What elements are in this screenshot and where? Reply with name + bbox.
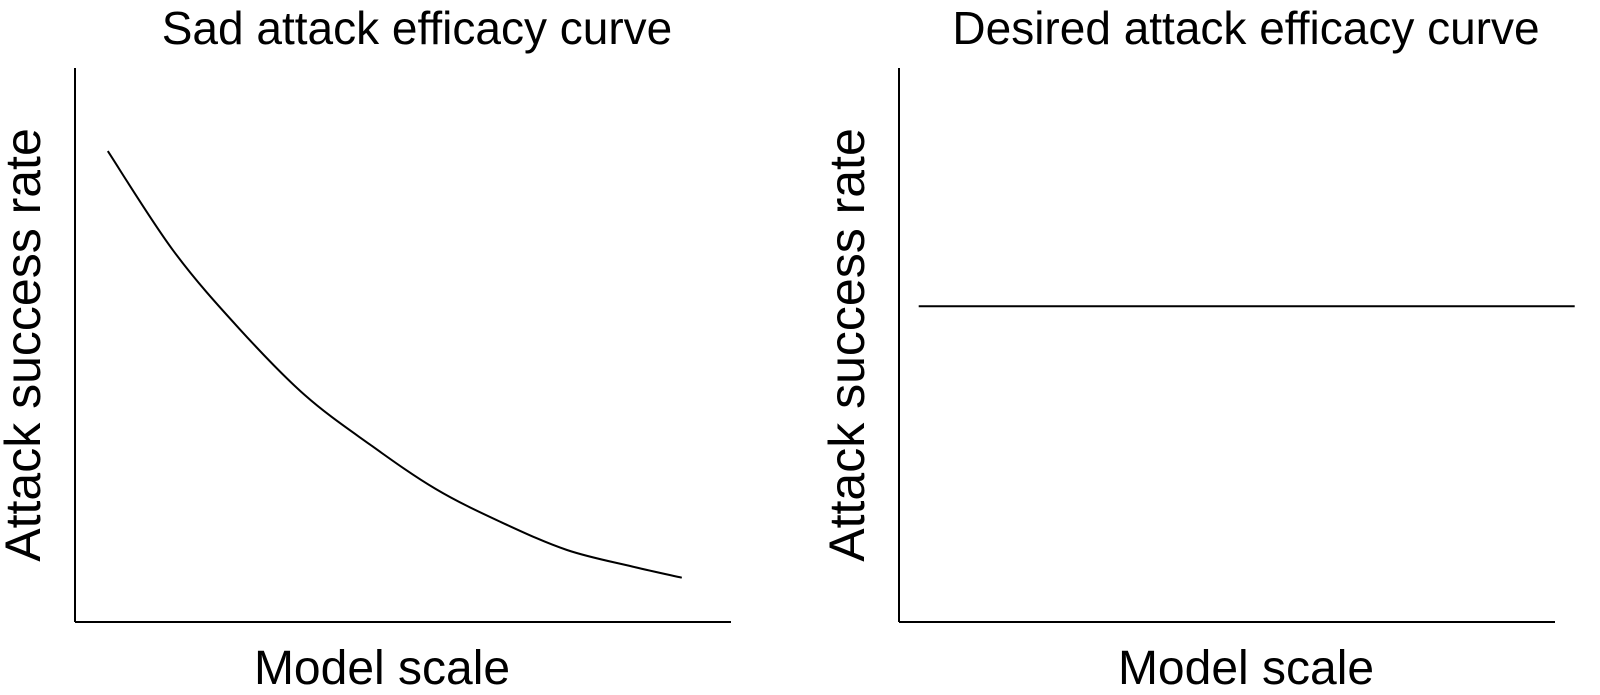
chart-sad-attack: Sad attack efficacy curve Attack success…: [0, 2, 731, 695]
x-axis-label: Model scale: [254, 642, 510, 695]
y-axis-label: Attack success rate: [819, 128, 875, 562]
chart-desired-attack: Desired attack efficacy curve Attack suc…: [819, 2, 1575, 695]
chart-title: Sad attack efficacy curve: [162, 2, 673, 54]
series-line: [106, 150, 683, 579]
chart-title: Desired attack efficacy curve: [952, 2, 1539, 54]
x-axis-label: Model scale: [1118, 642, 1374, 695]
y-axis-label: Attack success rate: [0, 128, 51, 562]
